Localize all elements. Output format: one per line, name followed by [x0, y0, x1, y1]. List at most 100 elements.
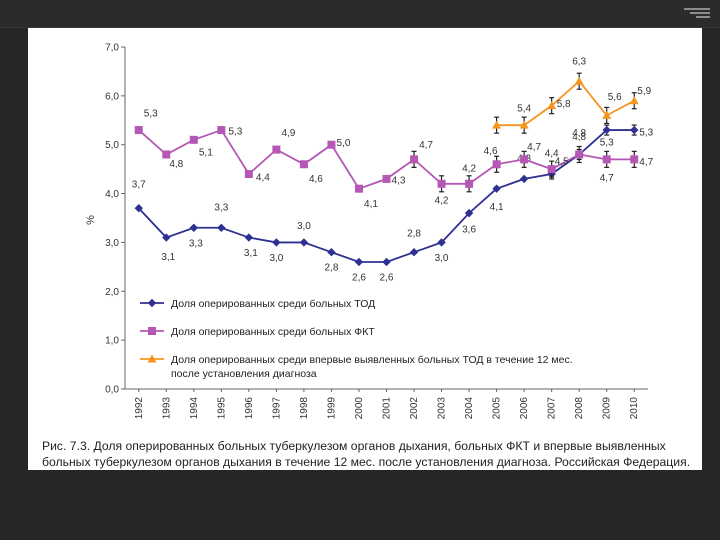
data-point: [492, 120, 502, 129]
x-tick-label: 1998: [299, 397, 310, 420]
data-label: 4,9: [281, 128, 295, 139]
data-label: 4,8: [572, 128, 586, 139]
y-tick-label: 0,0: [105, 385, 119, 396]
data-label: 4,2: [462, 163, 476, 174]
data-label: 3,1: [244, 248, 258, 259]
data-label: 4,5: [555, 157, 569, 168]
data-point: [354, 184, 363, 193]
data-point: [574, 76, 584, 85]
data-point: [327, 248, 336, 257]
data-point: [299, 160, 308, 169]
data-point: [299, 238, 309, 247]
figure-caption: Рис. 7.3. Доля оперированных больных туб…: [42, 438, 692, 470]
data-point: [437, 238, 446, 247]
data-point: [602, 155, 611, 164]
y-tick-label: 6,0: [105, 91, 119, 102]
data-point: [547, 165, 556, 174]
data-label: 6,3: [572, 57, 586, 68]
data-label: 3,0: [297, 221, 311, 232]
slide-panel: 0,0 1,0 2,0 3,0 4,0 5,0 6,0 7,0% 1992 1993 1994 199…: [28, 28, 702, 470]
x-tick-label: 1992: [134, 397, 145, 420]
caption-line-1: Рис. 7.3. Доля оперированных больных туб…: [42, 439, 666, 453]
data-point: [575, 150, 584, 159]
x-tick-label: 2004: [464, 397, 475, 420]
x-tick-label: 2000: [354, 397, 365, 420]
x-tick-label: 1995: [216, 397, 227, 420]
data-point: [147, 298, 157, 308]
data-label: 5,3: [600, 138, 614, 149]
data-label: 4,8: [169, 159, 183, 170]
data-point: [147, 354, 157, 363]
y-tick-label: 5,0: [105, 140, 119, 151]
legend-label: Доля оперированных среди впервые выявлен…: [171, 354, 573, 366]
series-line: [496, 79, 635, 127]
data-point: [272, 238, 281, 247]
data-label: 3,6: [462, 225, 476, 236]
legend-label: Доля оперированных среди больных ФКТ: [171, 326, 375, 338]
data-point: [437, 179, 446, 188]
series-3: 5,4 5,8 6,3 5,6 5,9: [492, 57, 652, 134]
data-point: [602, 110, 612, 119]
line-chart: 0,0 1,0 2,0 3,0 4,0 5,0 6,0 7,0% 1992 1993 1994 199…: [85, 43, 654, 420]
series-2: 5,3 4,8 5,1 5,3 4,4 4,9 4,6 5,0 4,1 4,3 4,7 4,2 4,2 4…: [134, 109, 654, 210]
legend-label: после установления диагноза: [171, 368, 317, 380]
x-tick-label: 1997: [271, 397, 282, 420]
x-tick-label: 2008: [574, 397, 585, 420]
data-point: [327, 140, 336, 149]
caption-line-2: больных туберкулезом органов дыхания в т…: [42, 455, 691, 469]
data-label: 3,1: [161, 252, 175, 263]
x-tick-label: 2007: [547, 397, 558, 420]
top-band: [0, 0, 720, 28]
data-label: 4,4: [256, 173, 270, 184]
y-tick-label: 1,0: [105, 336, 119, 347]
data-label: 3,7: [132, 180, 146, 191]
data-label: 4,8: [572, 132, 586, 143]
data-point: [382, 257, 391, 267]
chart-series: 3,7 3,1 3,3 3,3 3,1 3,0 3,0 2,8 2,6 2,6 2,8 3,0 3,6 4…: [132, 57, 654, 284]
data-point: [547, 101, 557, 110]
data-point: [272, 145, 281, 154]
data-point: [410, 155, 419, 164]
data-label: 2,6: [380, 272, 394, 283]
x-tick-label: 2010: [629, 397, 640, 420]
data-label: 5,3: [144, 109, 158, 120]
data-label: 5,0: [336, 138, 350, 149]
data-label: 3,0: [435, 253, 449, 264]
x-tick-label: 2009: [602, 397, 613, 420]
data-point: [520, 155, 529, 164]
data-label: 5,4: [517, 104, 531, 115]
data-point: [519, 174, 529, 184]
data-label: 3,3: [189, 238, 203, 249]
data-point: [382, 174, 391, 183]
data-point: [162, 233, 171, 242]
data-label: 3,0: [269, 253, 283, 264]
data-label: 5,3: [639, 128, 653, 139]
x-tick-label: 1999: [326, 397, 337, 420]
data-point: [464, 208, 474, 218]
data-point: [134, 204, 143, 213]
data-label: 4,7: [527, 142, 541, 153]
data-point: [134, 126, 143, 135]
data-label: 2,8: [407, 229, 421, 240]
y-tick-label: 7,0: [105, 43, 119, 54]
x-tick-label: 2006: [519, 397, 530, 420]
data-label: 2,6: [352, 272, 366, 283]
x-tick-label: 1994: [189, 397, 200, 420]
x-tick-label: 2003: [437, 397, 448, 420]
data-point: [217, 223, 226, 232]
data-point: [148, 327, 156, 335]
data-point: [217, 126, 226, 135]
slide-corner-ornament: [684, 8, 710, 18]
data-point: [244, 170, 253, 179]
data-label: 4,7: [419, 140, 433, 151]
data-label: 5,3: [228, 127, 242, 138]
data-point: [189, 135, 198, 144]
x-tick-label: 1993: [161, 397, 172, 420]
data-label: 4,7: [639, 157, 653, 168]
data-point: [492, 184, 501, 193]
chart-axes: 0,0 1,0 2,0 3,0 4,0 5,0 6,0 7,0% 1992 1993 1994 199…: [85, 43, 648, 420]
data-point: [492, 160, 501, 169]
y-axis-label: %: [85, 215, 97, 225]
y-tick-label: 3,0: [105, 238, 119, 249]
data-label: 5,6: [608, 92, 622, 103]
